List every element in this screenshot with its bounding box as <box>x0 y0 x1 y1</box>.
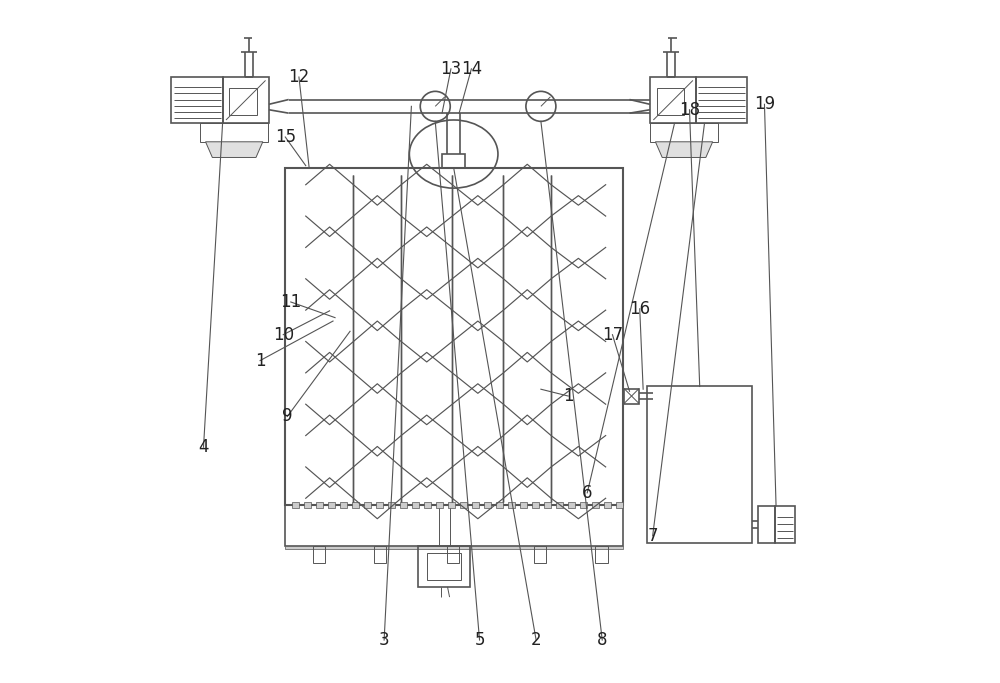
Bar <box>376 502 383 509</box>
Bar <box>328 502 335 509</box>
Bar <box>534 546 546 563</box>
Bar <box>447 546 459 563</box>
Bar <box>200 124 268 142</box>
Bar <box>472 502 479 509</box>
Bar <box>758 506 775 543</box>
Bar <box>436 502 443 509</box>
Text: 2: 2 <box>531 631 541 649</box>
Text: 5: 5 <box>474 631 485 649</box>
Bar <box>595 546 608 563</box>
Bar <box>412 502 419 509</box>
Bar <box>532 502 539 509</box>
Text: 13: 13 <box>440 60 462 78</box>
Text: 9: 9 <box>282 408 293 426</box>
Polygon shape <box>206 142 263 158</box>
Text: 11: 11 <box>280 293 301 311</box>
Bar <box>340 502 347 509</box>
Bar <box>484 502 491 509</box>
Bar <box>775 506 795 543</box>
Text: 14: 14 <box>461 60 482 78</box>
Bar <box>442 154 465 168</box>
Text: 1: 1 <box>255 352 265 370</box>
Bar <box>496 502 503 509</box>
Bar <box>418 546 470 587</box>
Text: 12: 12 <box>288 68 310 86</box>
Bar <box>604 502 611 509</box>
Text: 3: 3 <box>379 631 389 649</box>
Bar <box>313 546 325 563</box>
Bar <box>657 88 684 115</box>
Polygon shape <box>655 142 713 158</box>
Bar <box>616 502 623 509</box>
Bar <box>624 389 639 404</box>
Bar <box>696 77 747 124</box>
Bar <box>171 77 223 124</box>
Bar <box>304 502 311 509</box>
Bar <box>223 77 269 124</box>
Text: 15: 15 <box>275 128 296 146</box>
Bar <box>580 502 587 509</box>
Bar <box>448 502 455 509</box>
Text: 1: 1 <box>563 387 573 405</box>
Bar <box>544 502 551 509</box>
Bar <box>647 387 752 543</box>
Bar <box>424 502 431 509</box>
Text: 19: 19 <box>754 96 775 113</box>
Text: 17: 17 <box>602 326 623 344</box>
Bar <box>374 546 386 563</box>
Text: 7: 7 <box>647 527 658 545</box>
Bar <box>285 168 623 505</box>
Bar <box>508 502 515 509</box>
Bar <box>650 77 696 124</box>
Bar <box>292 502 299 509</box>
Bar <box>427 553 461 580</box>
Text: 16: 16 <box>629 300 650 318</box>
Bar <box>285 546 623 549</box>
Text: 4: 4 <box>198 438 209 456</box>
Bar <box>352 502 359 509</box>
Bar <box>316 502 323 509</box>
Bar <box>388 502 395 509</box>
Bar <box>568 502 575 509</box>
Text: 6: 6 <box>582 484 592 502</box>
Bar <box>650 124 718 142</box>
Bar <box>460 502 467 509</box>
Text: 10: 10 <box>273 326 294 344</box>
Bar <box>364 502 371 509</box>
Text: 18: 18 <box>679 101 700 119</box>
Bar <box>285 505 623 546</box>
Bar <box>556 502 563 509</box>
Text: 8: 8 <box>597 631 607 649</box>
Bar <box>592 502 599 509</box>
Bar <box>520 502 527 509</box>
Bar <box>400 502 407 509</box>
Bar <box>229 88 257 115</box>
